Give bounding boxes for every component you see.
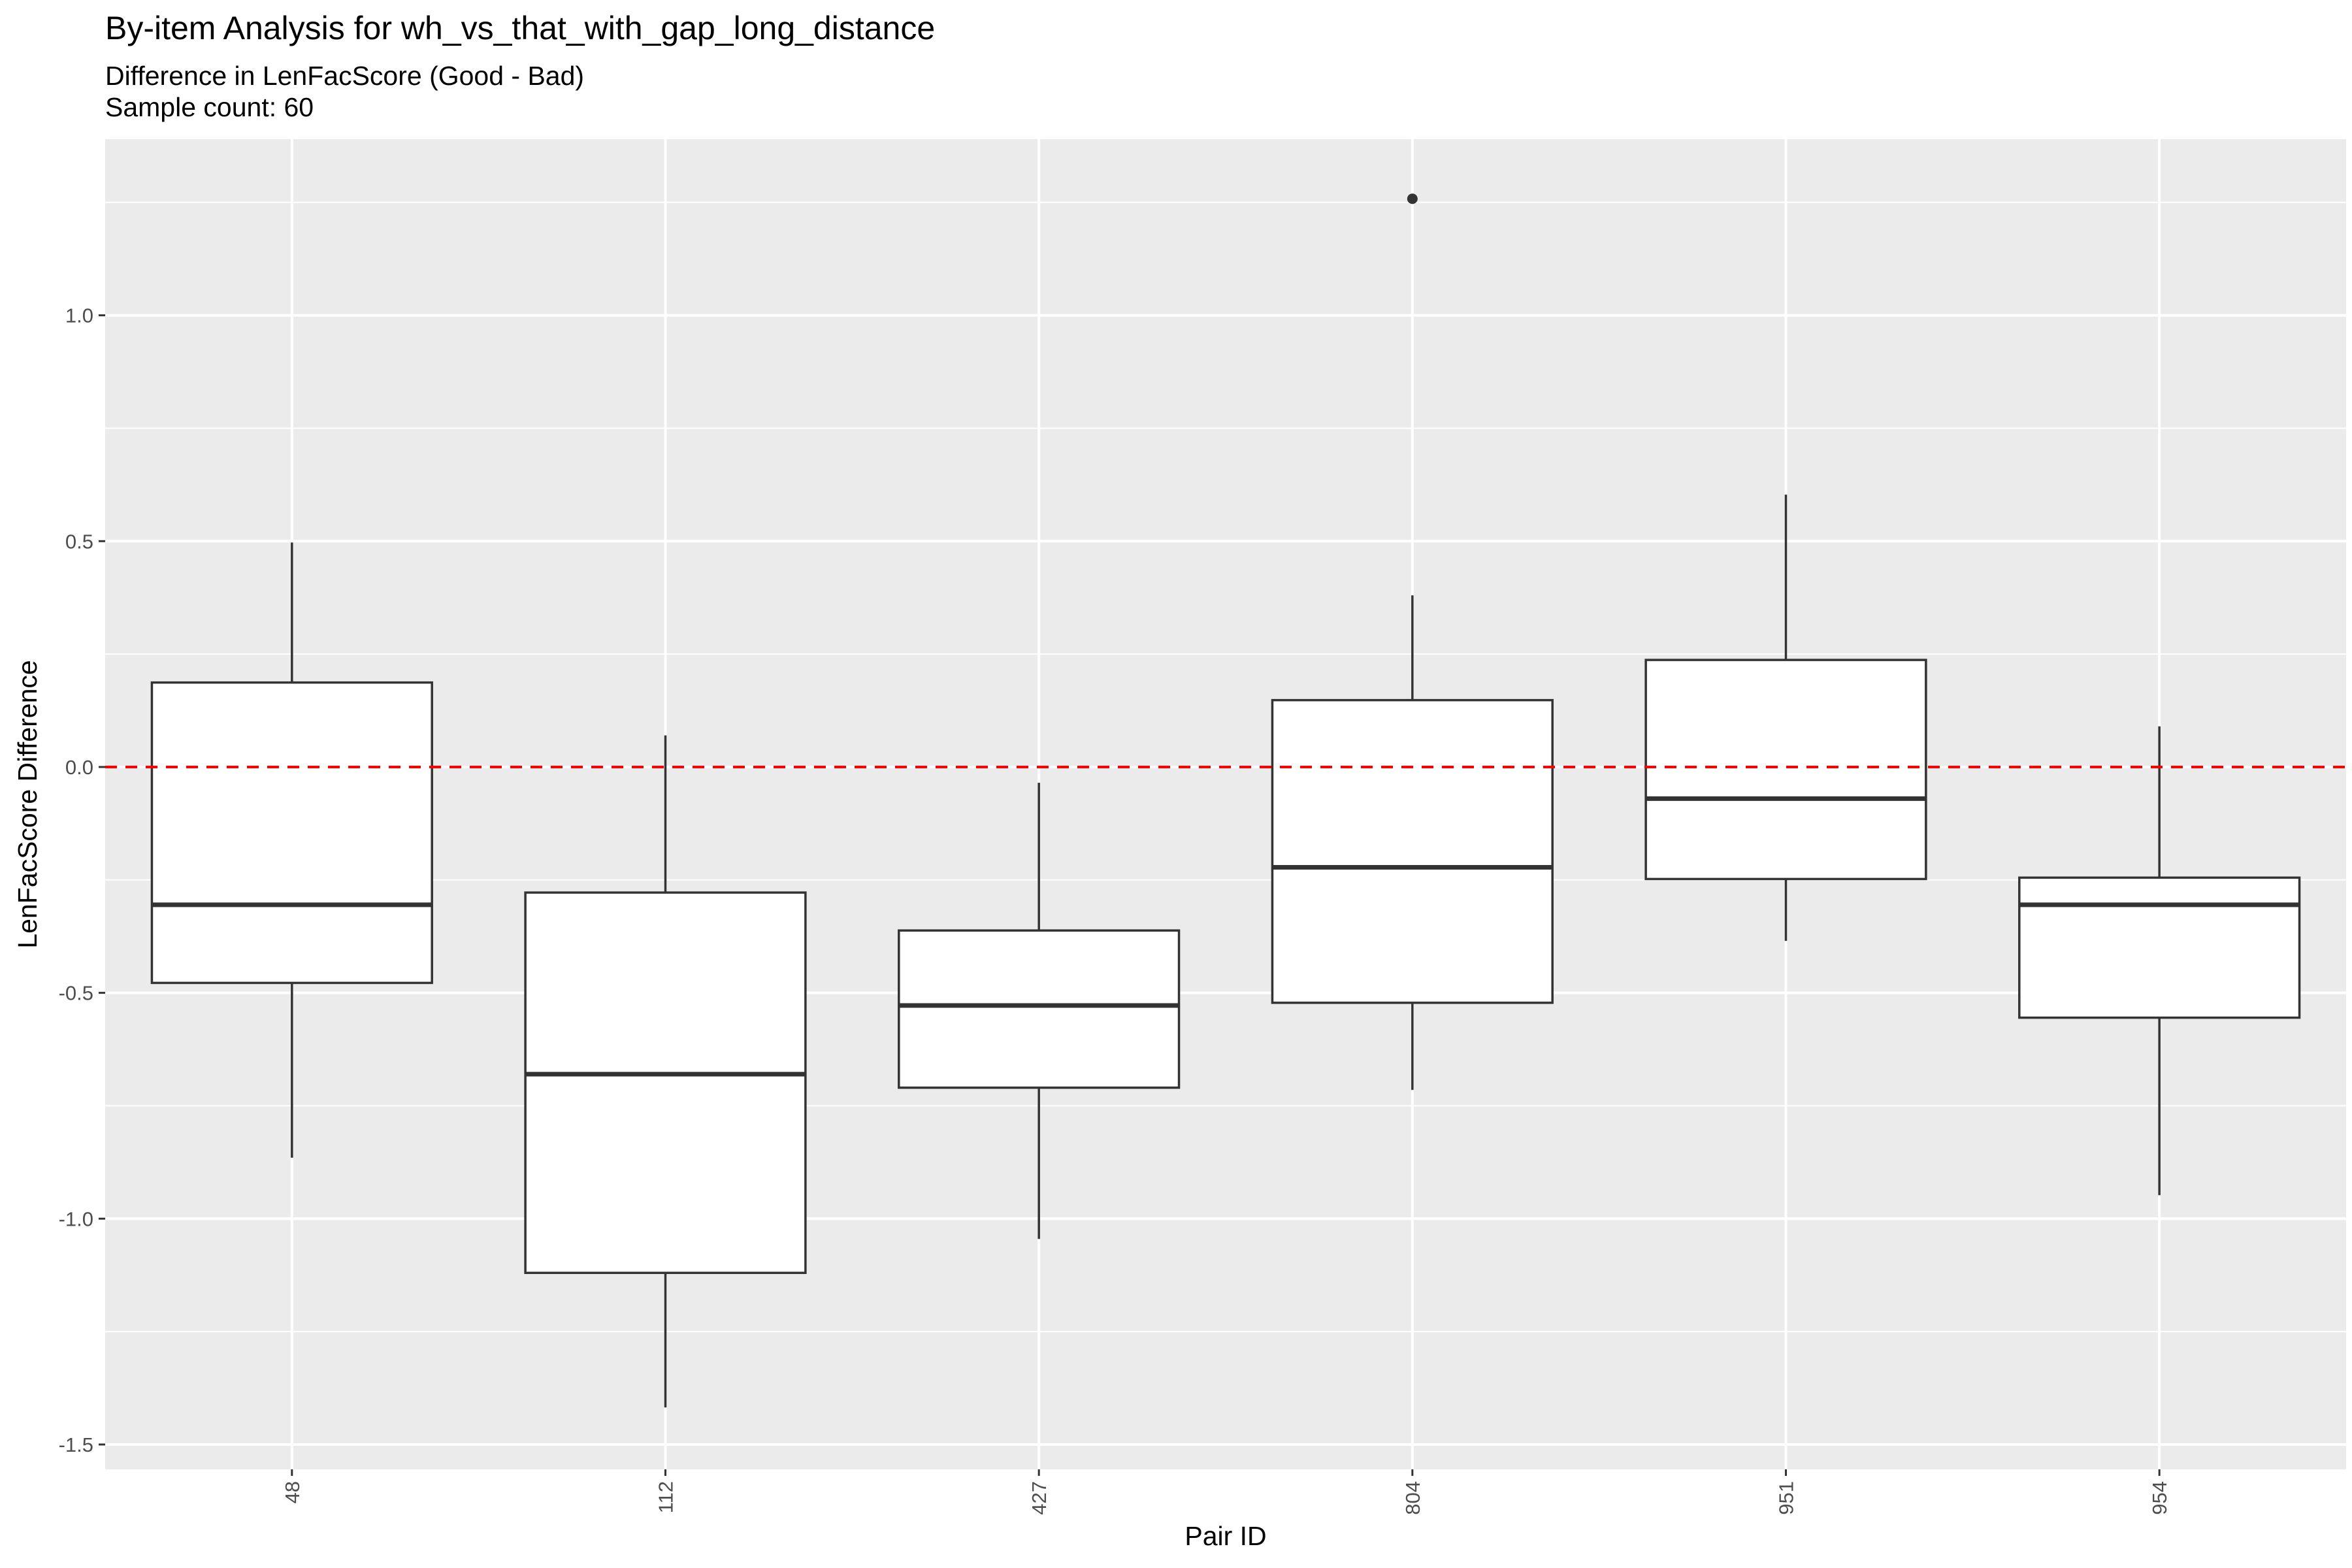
y-axis: -1.5 -1.0 -0.5 0.0 0.5 1.0	[59, 304, 105, 1456]
x-tick-label: 954	[2148, 1481, 2171, 1515]
x-tick-label: 112	[655, 1481, 678, 1513]
chart-title: By-item Analysis for wh_vs_that_with_gap…	[105, 10, 935, 46]
y-tick-label: -0.5	[59, 982, 93, 1005]
x-axis: 48 112 427 804 951 954	[281, 1469, 2171, 1515]
box-iqr	[898, 929, 1181, 1089]
box-48	[150, 542, 433, 1158]
boxes-layer	[150, 193, 2301, 1408]
box-954	[2018, 726, 2301, 1196]
y-tick-label: 0.0	[65, 756, 93, 779]
box-iqr	[2018, 876, 2301, 1019]
y-axis-title: LenFacScore Difference	[12, 660, 42, 948]
outlier-point	[1407, 193, 1418, 204]
box-iqr	[1271, 698, 1554, 1004]
chart-subtitle: Difference in LenFacScore (Good - Bad)	[105, 61, 584, 91]
x-tick-label: 951	[1775, 1481, 1798, 1515]
chart-sample-count: Sample count: 60	[105, 92, 314, 122]
x-axis-title: Pair ID	[1184, 1521, 1266, 1551]
box-112	[524, 735, 807, 1408]
plot-panel	[105, 139, 2346, 1469]
x-tick-label: 48	[281, 1481, 304, 1503]
box-iqr	[150, 681, 433, 985]
x-tick-label: 804	[1401, 1481, 1424, 1515]
y-tick-label: -1.0	[59, 1207, 93, 1230]
box-iqr	[1644, 659, 1927, 881]
box-427	[898, 783, 1181, 1239]
box-iqr	[524, 891, 807, 1275]
y-tick-label: 1.0	[65, 304, 93, 327]
y-tick-label: -1.5	[59, 1433, 93, 1456]
y-tick-label: 0.5	[65, 530, 93, 553]
box-804	[1271, 193, 1554, 1090]
box-951	[1644, 495, 1927, 941]
x-tick-label: 427	[1028, 1481, 1051, 1515]
